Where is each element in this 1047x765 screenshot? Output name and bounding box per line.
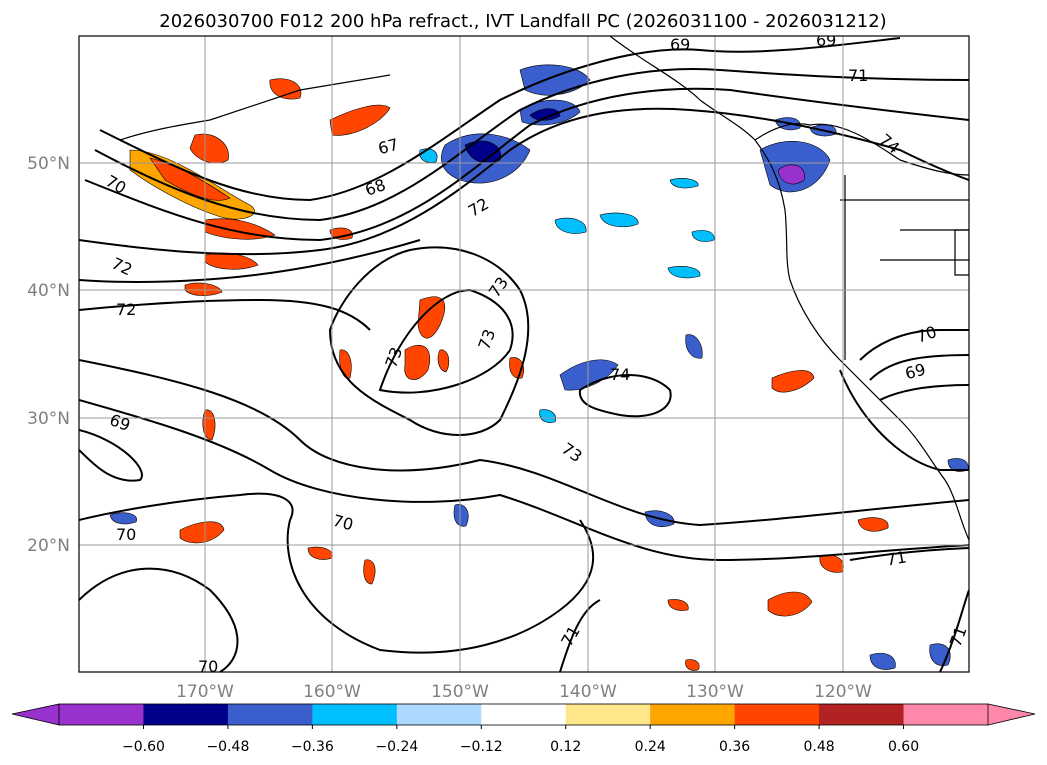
- map-frame: [78, 35, 970, 673]
- contour-label: 69: [816, 31, 836, 50]
- positive-anomaly-shading: [129, 78, 889, 671]
- colorbar-tick-label: −0.48: [206, 739, 249, 755]
- contour-lines: [79, 37, 969, 672]
- colorbar-ticks: −0.60 −0.48 −0.36 −0.24 −0.12 0.12 0.24 0.36 0.4…: [122, 725, 919, 755]
- colorbar-tick-label: 0.48: [804, 739, 835, 755]
- lon-tick-label: 150°W: [431, 682, 489, 702]
- colorbar-frame: [58, 703, 989, 726]
- contour-label: 71: [885, 547, 908, 569]
- colorbar-segment: [819, 704, 905, 725]
- lat-tick-label: 50°N: [27, 154, 70, 174]
- colorbar-segment: [396, 704, 482, 725]
- colorbar-segment: [734, 704, 820, 725]
- map-title: 2026030700 F012 200 hPa refract., IVT La…: [159, 11, 886, 32]
- lat-axis: 50°N 40°N 30°N 20°N: [27, 154, 70, 556]
- lon-tick-label: 130°W: [686, 682, 744, 702]
- lat-tick-label: 20°N: [27, 536, 70, 556]
- colorbar-segment: [143, 704, 229, 725]
- contour-label: 70: [331, 511, 356, 535]
- colorbar-segment: [481, 704, 567, 725]
- contour-label: 71: [848, 66, 868, 85]
- colorbar-tick-label: −0.12: [460, 739, 503, 755]
- contour-label: 70: [198, 657, 218, 676]
- colorbar-segment: [903, 704, 989, 725]
- lon-tick-label: 120°W: [814, 682, 872, 702]
- colorbar-segment: [59, 704, 144, 725]
- colorbar-tick-label: 0.12: [550, 739, 581, 755]
- colorbar-segment: [565, 704, 651, 725]
- lon-tick-label: 140°W: [559, 682, 617, 702]
- contour-label: 67: [376, 135, 401, 159]
- graticule: [79, 36, 969, 672]
- lon-axis: 170°W 160°W 150°W 140°W 130°W 120°W: [176, 682, 872, 702]
- contour-label: 70: [116, 525, 136, 544]
- lon-tick-label: 170°W: [176, 682, 234, 702]
- lon-tick-label: 160°W: [303, 682, 361, 702]
- colorbar-segment: [227, 704, 313, 725]
- colorbar: −0.60 −0.48 −0.36 −0.24 −0.12 0.12 0.24 0.36 0.4…: [11, 703, 1036, 755]
- colorbar-tick-label: −0.60: [122, 739, 165, 755]
- coastlines: [119, 36, 969, 541]
- colorbar-segment: [312, 704, 398, 725]
- contour-label: 71: [946, 624, 971, 650]
- lat-tick-label: 30°N: [27, 409, 70, 429]
- colorbar-tick-label: 0.60: [888, 739, 919, 755]
- colorbar-tick-label: 0.24: [635, 739, 666, 755]
- colorbar-tick-label: −0.36: [291, 739, 334, 755]
- contour-label: 69: [670, 35, 690, 54]
- contour-label: 74: [610, 365, 630, 384]
- lat-tick-label: 40°N: [27, 281, 70, 301]
- colorbar-tick-label: 0.36: [719, 739, 750, 755]
- contour-label: 72: [116, 300, 136, 319]
- contour-label: 69: [903, 360, 928, 384]
- colorbar-segments: [59, 704, 989, 725]
- colorbar-tick-label: −0.24: [375, 739, 418, 755]
- colorbar-segment: [650, 704, 736, 725]
- map-area: 69 69 71 74 67 68 72 70 72 72 73 73 73 7…: [79, 31, 971, 676]
